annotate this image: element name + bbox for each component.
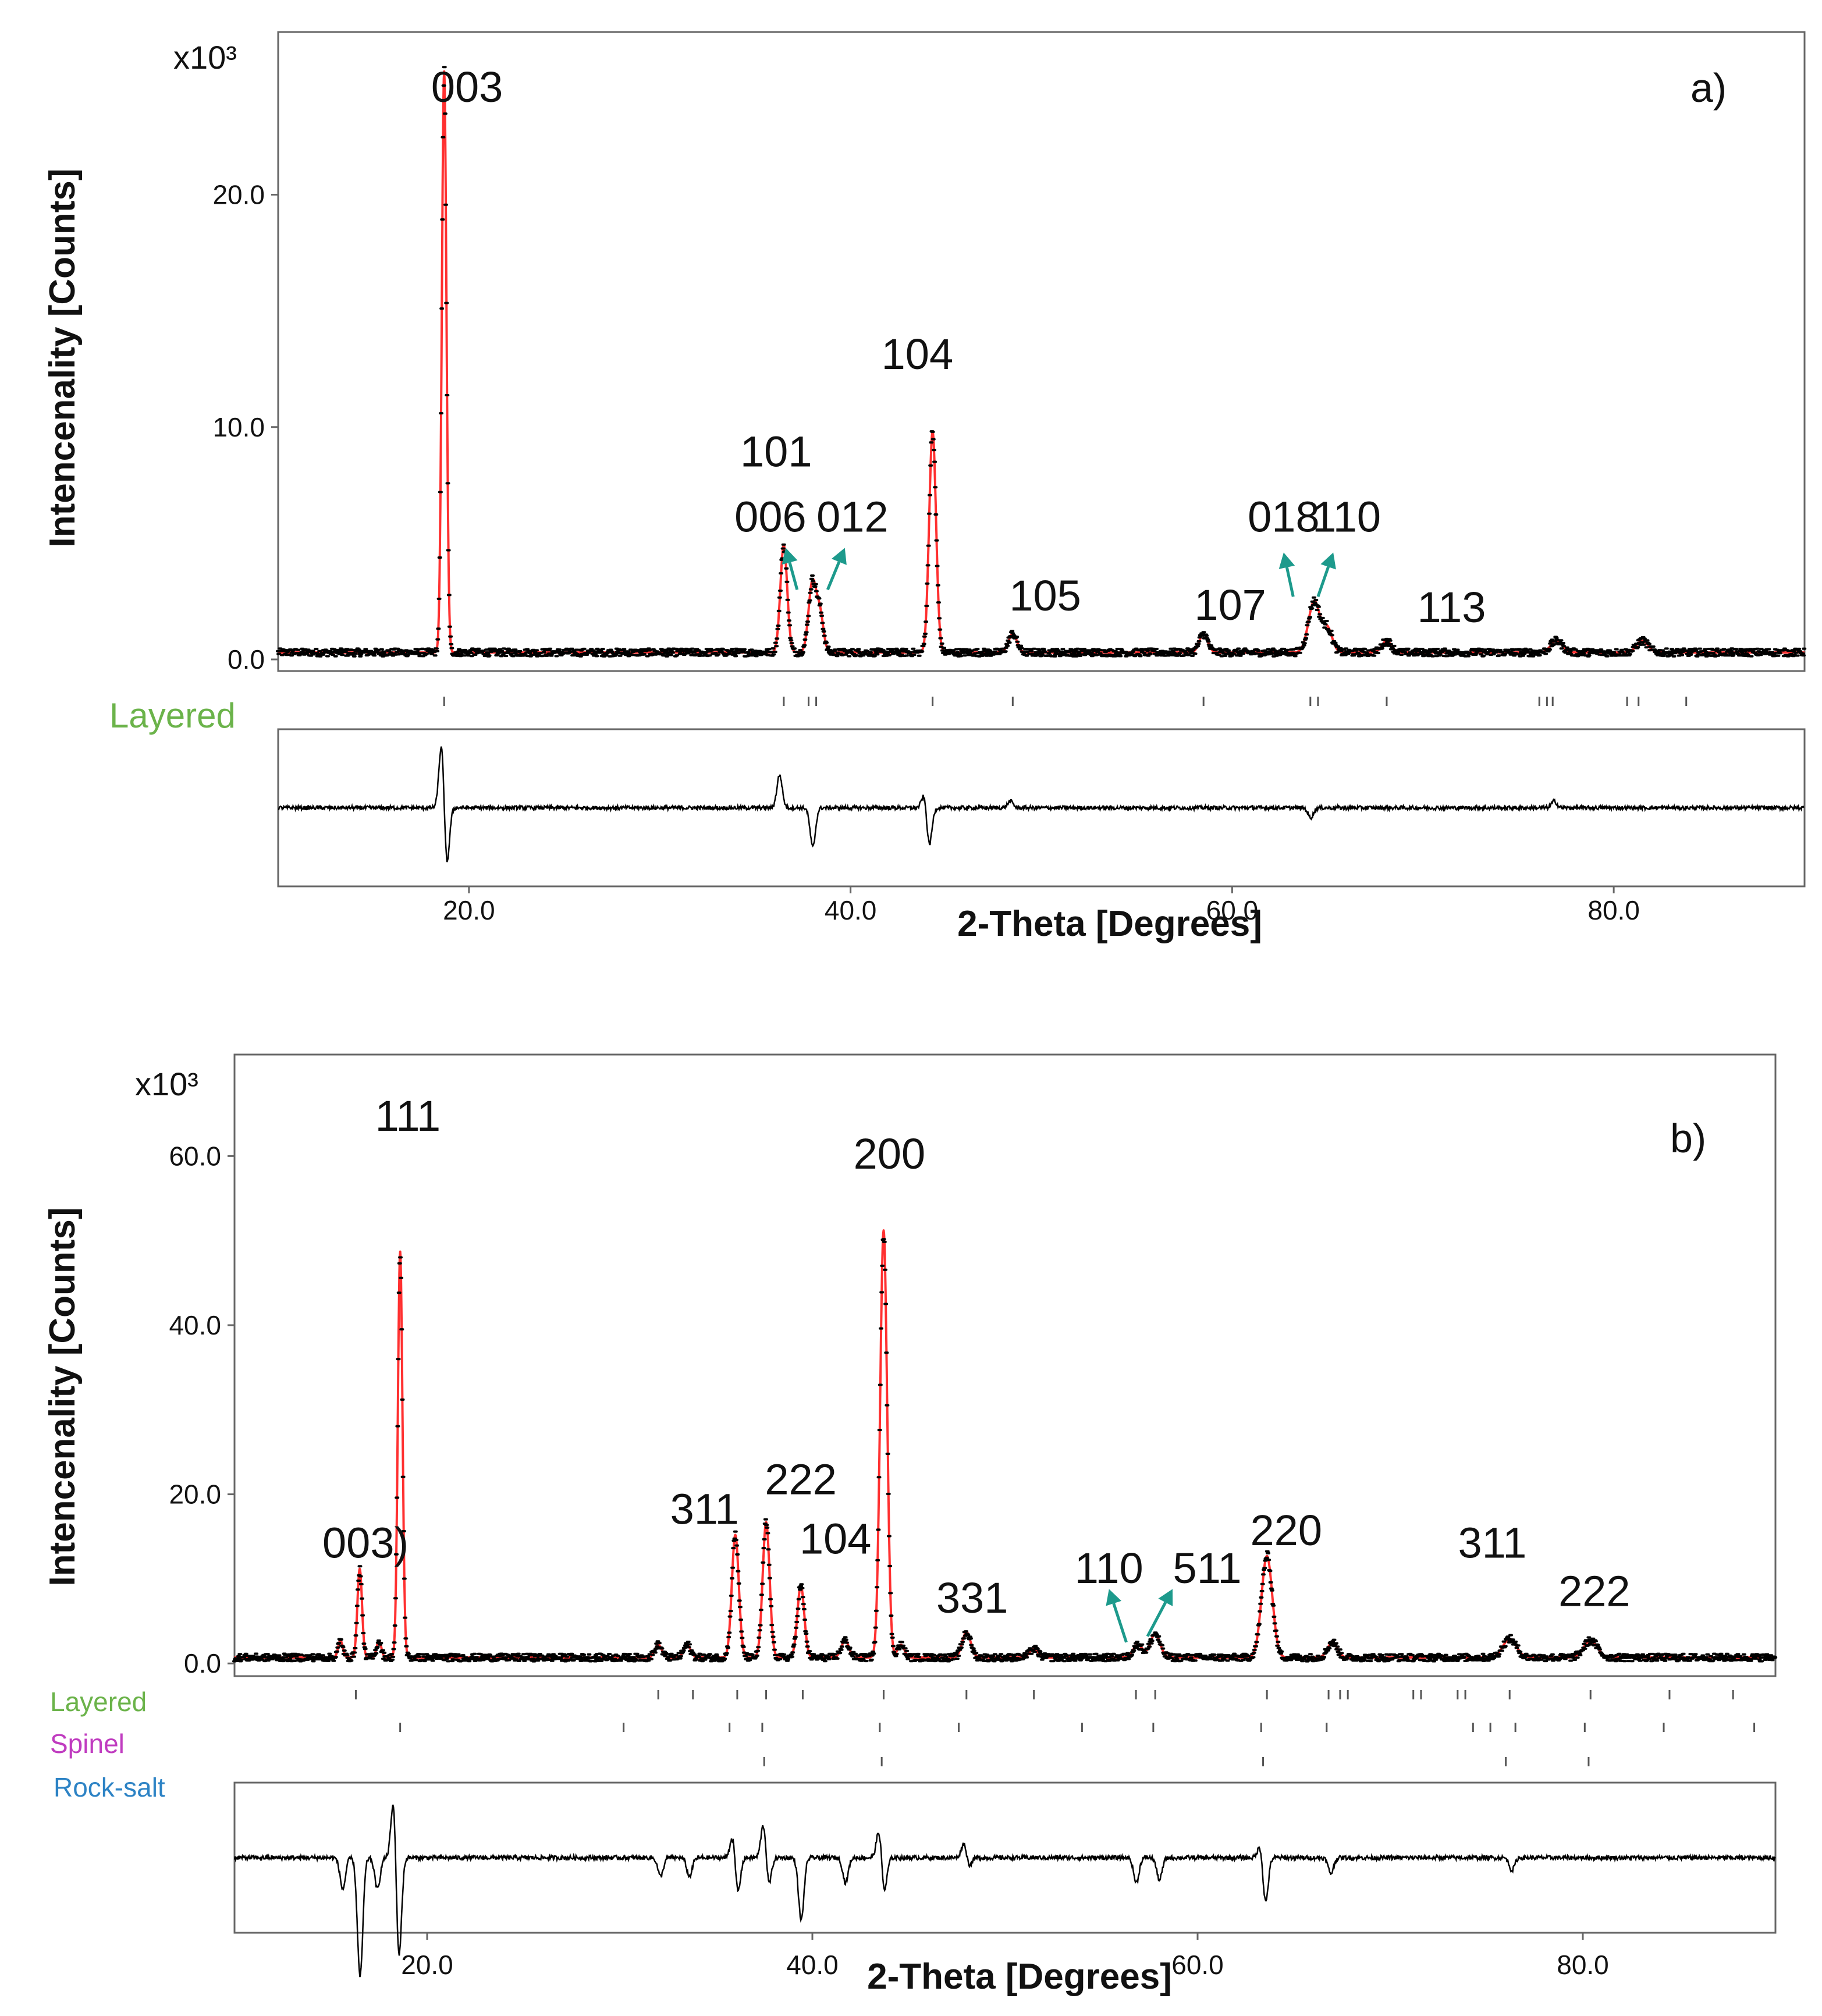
- peak-label: 311: [1458, 1519, 1526, 1567]
- peak-arrow: [782, 548, 799, 590]
- panel-b-main-frame: [233, 1053, 1777, 1677]
- panel-b-y-multiplier: x10³: [135, 1066, 198, 1102]
- x-tick-label: 40.0: [825, 895, 877, 925]
- peak-arrow: [1146, 1589, 1173, 1637]
- peak-label: 101: [740, 428, 812, 476]
- peak-label: 006: [734, 492, 806, 541]
- peak-label: 220: [1251, 1506, 1322, 1554]
- difference-curve: [278, 746, 1805, 863]
- panel-a-phase-name-layered: Layered: [109, 696, 236, 735]
- y-tick-label: 20.0: [169, 1479, 221, 1510]
- peak-arrow: [1106, 1589, 1128, 1643]
- y-tick-label: 0.0: [184, 1648, 221, 1678]
- peak-arrow: [1278, 552, 1295, 597]
- y-tick-label: 0.0: [228, 644, 265, 675]
- peak-label: 111: [375, 1092, 441, 1140]
- panel-b-label: b): [1670, 1116, 1706, 1161]
- peak-label: 012: [816, 492, 888, 541]
- peak-label: 018: [1248, 492, 1319, 541]
- panel-a-plot: 0.0 10.0 20.0: [212, 66, 1807, 675]
- observed-data-points: [232, 1238, 1778, 1663]
- y-tick-label: 10.0: [212, 412, 265, 442]
- panel-a-x-axis-title: 2-Theta [Degrees]: [957, 904, 1262, 944]
- panel-a-difference-plot: 20.0 40.0 60.0 80.0: [278, 746, 1805, 925]
- x-tick-label: 40.0: [786, 1950, 839, 1980]
- peak-label: 222: [1558, 1567, 1630, 1615]
- peak-label: 113: [1417, 583, 1486, 631]
- panel-b-phase-name-rock-salt: Rock-salt: [54, 1772, 165, 1802]
- peak-label: 311: [670, 1485, 739, 1533]
- y-tick-label: 40.0: [169, 1310, 221, 1340]
- panel-b-phase-ticks: [355, 1690, 1756, 1766]
- panel-a-y-axis-title: Intencenality [Counts]: [42, 168, 83, 547]
- peak-label: 104: [882, 330, 953, 378]
- x-tick-label: 20.0: [401, 1950, 453, 1980]
- peak-label: 003): [322, 1519, 409, 1567]
- x-tick-label: 20.0: [443, 895, 495, 925]
- panel-a-diff-frame: [277, 728, 1806, 888]
- panel-a-phase-ticks: [443, 697, 1688, 706]
- panel-b-y-axis-title: Intencenality [Counts]: [42, 1207, 83, 1586]
- peak-label: 105: [1009, 572, 1081, 620]
- panel-b: 0.0 20.0 40.0 60.0 20.0 40.0 60.0 80.0 111 003)…: [42, 1053, 1778, 1997]
- panel-a-label: a): [1690, 65, 1727, 111]
- peak-arrow: [1316, 552, 1336, 598]
- panel-a-y-multiplier: x10³: [173, 39, 237, 76]
- panel-a-main-frame: [277, 31, 1806, 672]
- y-tick-label: 20.0: [212, 179, 265, 210]
- peak-label: 511: [1173, 1544, 1242, 1592]
- x-tick-label: 80.0: [1557, 1950, 1609, 1980]
- peak-label: 110: [1075, 1544, 1143, 1592]
- peak-label: 003: [431, 63, 503, 111]
- x-tick-label: 60.0: [1206, 895, 1259, 925]
- panel-b-phase-name-spinel: Spinel: [50, 1728, 125, 1759]
- x-tick-label: 80.0: [1587, 895, 1640, 925]
- peak-label: 222: [765, 1456, 836, 1504]
- peak-label: 331: [936, 1574, 1008, 1622]
- panel-b-x-axis-title: 2-Theta [Degrees]: [867, 1957, 1172, 1997]
- calculated-profile-line: [277, 70, 1806, 654]
- peak-label: 104: [800, 1514, 871, 1563]
- peak-label: 110: [1312, 492, 1381, 541]
- peak-label: 107: [1194, 581, 1266, 629]
- panel-b-phase-name-layered: Layered: [50, 1687, 147, 1717]
- x-tick-label: 60.0: [1171, 1950, 1224, 1980]
- peak-arrow: [826, 548, 847, 591]
- difference-curve: [233, 1804, 1776, 1978]
- peak-label: 200: [854, 1130, 925, 1178]
- y-tick-label: 60.0: [169, 1141, 221, 1171]
- panel-b-plot: 0.0 20.0 40.0 60.0: [169, 1141, 1778, 1678]
- observed-data-points: [276, 66, 1807, 658]
- panel-b-difference-plot: 20.0 40.0 60.0 80.0: [233, 1804, 1776, 1980]
